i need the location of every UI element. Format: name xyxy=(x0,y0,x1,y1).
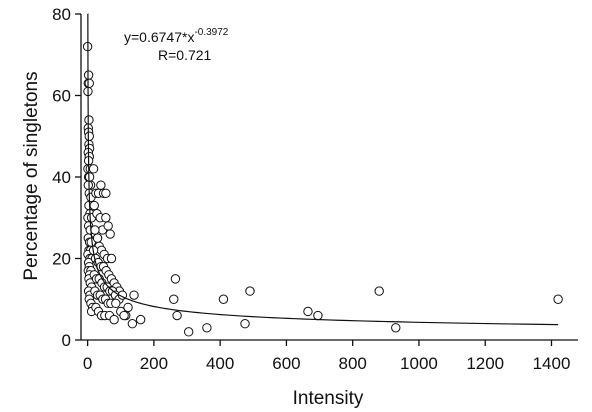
data-point xyxy=(111,298,121,309)
data-point xyxy=(90,225,100,235)
data-point xyxy=(109,314,119,325)
data-point xyxy=(101,188,111,199)
data-point xyxy=(84,131,94,141)
data-point xyxy=(88,164,99,174)
data-point xyxy=(92,233,103,243)
data-point xyxy=(391,323,401,333)
data-point xyxy=(553,294,563,304)
data-point xyxy=(170,274,181,284)
data-point xyxy=(84,78,94,88)
data-point xyxy=(218,294,229,304)
fit-equation-exponent: -0.3972 xyxy=(194,27,228,38)
x-tick-label: 1000 xyxy=(400,354,438,373)
data-point xyxy=(84,115,94,125)
y-axis-title: Percentage of singletons xyxy=(21,71,42,280)
data-point xyxy=(83,180,93,190)
data-point xyxy=(245,286,255,296)
data-point xyxy=(89,200,99,211)
x-tick-label: 1400 xyxy=(533,354,571,373)
x-axis-title: Intensity xyxy=(293,388,364,409)
data-point xyxy=(129,290,139,300)
x-tick-label: 200 xyxy=(140,354,168,373)
fit-curve-layer xyxy=(87,13,559,326)
data-point xyxy=(101,213,111,223)
data-point xyxy=(313,310,323,321)
data-point xyxy=(103,221,113,231)
data-point xyxy=(105,229,115,239)
y-tick-label: 20 xyxy=(52,250,71,269)
fit-curve xyxy=(87,13,559,326)
y-tick-label: 0 xyxy=(62,331,71,350)
axes: 0 200 400 600 800 1000 1200 1400 0 20 40 60 80 xyxy=(52,5,578,373)
x-tick-label: 0 xyxy=(83,354,92,373)
data-point xyxy=(127,319,138,329)
scatter-points xyxy=(82,41,563,337)
data-point xyxy=(96,180,106,190)
fit-r-value: R=0.721 xyxy=(158,47,212,63)
x-tick-label: 600 xyxy=(272,354,300,373)
data-point xyxy=(83,70,94,80)
data-point xyxy=(202,323,212,333)
data-point xyxy=(169,294,179,304)
data-point xyxy=(123,302,133,313)
fit-annotation: y=0.6747*x-0.3972 R=0.721 xyxy=(124,27,229,63)
fit-equation: y=0.6747*x-0.3972 xyxy=(124,27,229,45)
y-tick-label: 60 xyxy=(52,87,71,106)
x-tick-label: 400 xyxy=(206,354,234,373)
data-point xyxy=(106,253,117,264)
data-point xyxy=(374,286,384,296)
y-tick-label: 40 xyxy=(52,168,71,187)
data-point xyxy=(303,306,313,317)
data-point xyxy=(183,327,194,337)
data-point xyxy=(240,319,250,329)
data-point xyxy=(119,310,129,321)
data-point xyxy=(172,310,182,321)
x-tick-label: 1200 xyxy=(466,354,504,373)
x-tick-label: 800 xyxy=(339,354,367,373)
data-point xyxy=(135,314,146,325)
fit-equation-base: y=0.6747*x xyxy=(124,29,194,45)
y-tick-label: 80 xyxy=(52,5,71,24)
data-point xyxy=(84,172,95,182)
